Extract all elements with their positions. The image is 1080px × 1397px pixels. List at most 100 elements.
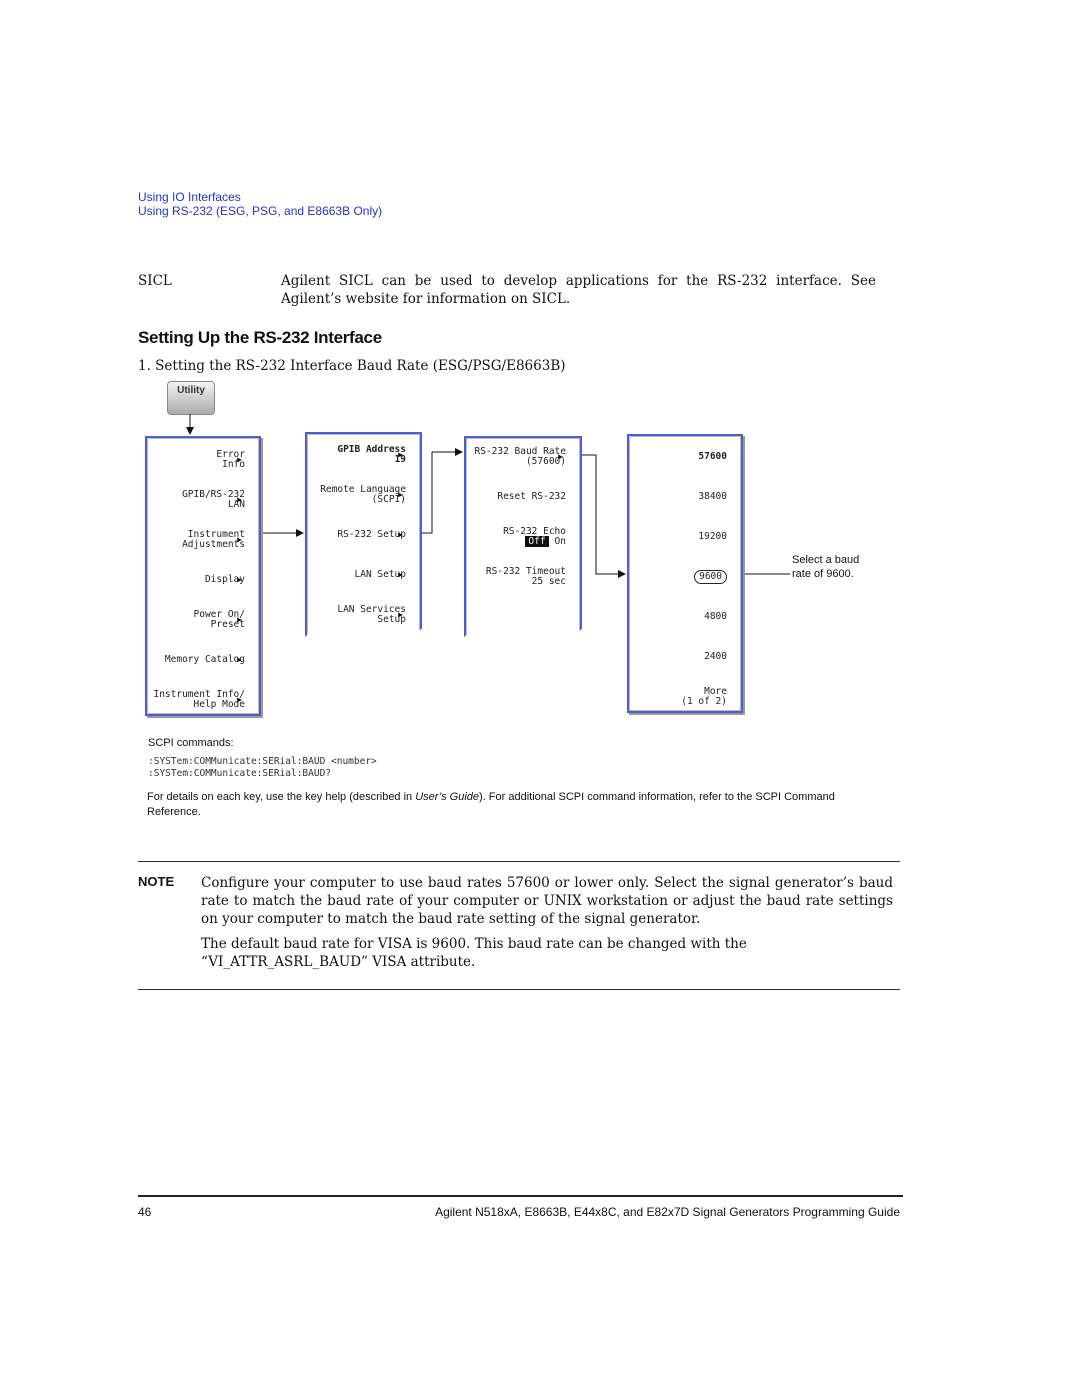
softkey[interactable]: More (1 of 2) (629, 677, 727, 717)
softkey-label: Help Mode (193, 699, 245, 710)
softkey[interactable]: Error Info ▶ (147, 440, 245, 480)
submenu-arrow: ▶ (398, 490, 403, 499)
softkey-label: 57600 (698, 451, 727, 462)
softkey[interactable]: RS-232 Baud Rate (57600) ▶ (466, 437, 566, 477)
softkey-options: Off On (525, 536, 566, 547)
softkey-label: LAN (227, 499, 245, 510)
softkey-label: 19 (394, 454, 406, 465)
note-label: NOTE (138, 874, 175, 889)
softkey[interactable]: 9600 (629, 557, 727, 597)
submenu-arrow: ▶ (398, 450, 403, 459)
softkey-label: Reset RS-232 (497, 491, 566, 502)
softkey-menu: GPIB Address 19 ▶ Remote Language (SCPI) ▶ RS-… (305, 432, 422, 640)
softkey[interactable]: 57600 (629, 437, 727, 477)
softkey-label: Preset (210, 619, 245, 630)
definition-text: Agilent SICL can be used to develop appl… (281, 273, 876, 307)
details-text: For details on each key, use the key hel… (147, 791, 416, 803)
softkey-label: (SCPI) (371, 494, 406, 505)
submenu-arrow: ▶ (237, 455, 242, 464)
softkey[interactable]: GPIB Address 19 ▶ (307, 435, 406, 475)
scpi-command: :SYSTem:COMMunicate:SERial:BAUD <number> (148, 756, 377, 767)
softkey[interactable]: GPIB/RS-232 LAN ▶ (147, 480, 245, 520)
section-heading: Setting Up the RS-232 Interface (138, 328, 382, 347)
softkey[interactable]: 4800 (629, 597, 727, 637)
submenu-arrow: ▶ (237, 615, 242, 624)
softkey[interactable]: Remote Language (SCPI) ▶ (307, 475, 406, 515)
softkey-label: Instrument (187, 529, 245, 540)
softkey-label: Error (216, 449, 245, 460)
option-selected: Off (525, 536, 549, 547)
softkey[interactable]: Display ▶ (147, 560, 245, 600)
softkey-label: LAN Setup (354, 569, 406, 580)
softkey[interactable]: Instrument Adjustments ▶ (147, 520, 245, 560)
softkey-menu: Error Info ▶ GPIB/RS-232 LAN ▶ Instrument Adjus… (145, 436, 261, 716)
softkey-label: LAN Services (337, 604, 406, 615)
softkey[interactable]: Reset RS-232 (466, 477, 566, 517)
footer-rule (138, 1195, 903, 1197)
scpi-commands: :SYSTem:COMMunicate:SERial:BAUD <number>… (148, 756, 377, 780)
softkey-label: RS-232 Baud Rate (474, 446, 566, 457)
submenu-arrow: ▶ (237, 575, 242, 584)
softkey-label: RS-232 Echo (503, 526, 566, 537)
submenu-arrow: ▶ (237, 495, 242, 504)
softkey[interactable]: Memory Catalog ▶ (147, 640, 245, 680)
softkey[interactable]: LAN Services Setup ▶ (307, 595, 406, 635)
softkey-label: Setup (377, 614, 406, 625)
page-number: 46 (138, 1205, 152, 1219)
softkey-label: Instrument Info/ (153, 689, 245, 700)
breadcrumb[interactable]: Using IO Interfaces (138, 190, 241, 204)
footer-title: Agilent N518xA, E8663B, E44x8C, and E82x… (435, 1205, 900, 1219)
softkey-label: Remote Language (320, 484, 406, 495)
note-paragraph: Configure your computer to use baud rate… (201, 875, 893, 927)
scpi-label: SCPI commands: (148, 737, 234, 749)
option: On (554, 536, 566, 547)
softkey-label: 25 sec (531, 576, 566, 587)
softkey-label: 19200 (698, 531, 727, 542)
softkey-label: 2400 (704, 651, 727, 662)
details-text: ). For additional SCPI command informati… (147, 791, 835, 818)
softkey-label: RS-232 Setup (337, 529, 406, 540)
softkey-label: Adjustments (182, 539, 245, 550)
softkey[interactable]: RS-232 Timeout 25 sec (466, 557, 566, 597)
callout-line: rate of 9600. (792, 568, 854, 580)
softkey[interactable]: 19200 (629, 517, 727, 557)
softkey-label: 9600 (694, 570, 727, 584)
softkey[interactable]: LAN Setup ▶ (307, 555, 406, 595)
softkey-label: Display (204, 574, 245, 585)
softkey-label: 38400 (698, 491, 727, 502)
details-ref: User’s Guide (415, 791, 480, 803)
softkey[interactable]: Power On/Preset ▶ (147, 600, 245, 640)
submenu-arrow: ▶ (237, 535, 242, 544)
figure-caption: 1. Setting the RS-232 Interface Baud Rat… (138, 358, 566, 374)
softkey-label: GPIB Address (337, 444, 406, 455)
softkey-label: (57600) (525, 456, 566, 467)
softkey[interactable]: RS-232 Echo Off On (466, 517, 566, 557)
softkey-menu: RS-232 Baud Rate (57600) ▶ Reset RS-232 RS-2… (464, 436, 582, 640)
rule (138, 989, 900, 990)
submenu-arrow: ▶ (398, 570, 403, 579)
softkey-label: GPIB/RS-232 (182, 489, 245, 500)
softkey-menu: 57600 38400 19200 9600 4800 2400 More (1 of 2) (627, 434, 743, 713)
submenu-arrow: ▶ (237, 695, 242, 704)
figure-arrows (186, 414, 790, 578)
term: SICL (138, 273, 172, 289)
softkey-label: Info (222, 459, 245, 470)
softkey-label: Power On/ (193, 609, 245, 620)
callout-line: Select a baud (792, 554, 860, 566)
details: For details on each key, use the key hel… (147, 790, 877, 820)
softkey-label: More (704, 686, 727, 697)
submenu-arrow: ▶ (398, 610, 403, 619)
softkey[interactable]: 38400 (629, 477, 727, 517)
softkey[interactable]: Instrument Info/Help Mode ▶ (147, 680, 245, 720)
utility-hardkey[interactable]: Utility (167, 381, 215, 415)
submenu-arrow: ▶ (398, 530, 403, 539)
softkey-label: Memory Catalog (164, 654, 245, 665)
softkey[interactable]: 2400 (629, 637, 727, 677)
note-paragraph: The default baud rate for VISA is 9600. … (201, 936, 747, 970)
breadcrumb[interactable]: Using RS-232 (ESG, PSG, and E8663B Only) (138, 204, 383, 218)
softkey-label: 4800 (704, 611, 727, 622)
softkey[interactable]: RS-232 Setup ▶ (307, 515, 406, 555)
submenu-arrow: ▶ (558, 452, 563, 461)
rule (138, 861, 900, 862)
